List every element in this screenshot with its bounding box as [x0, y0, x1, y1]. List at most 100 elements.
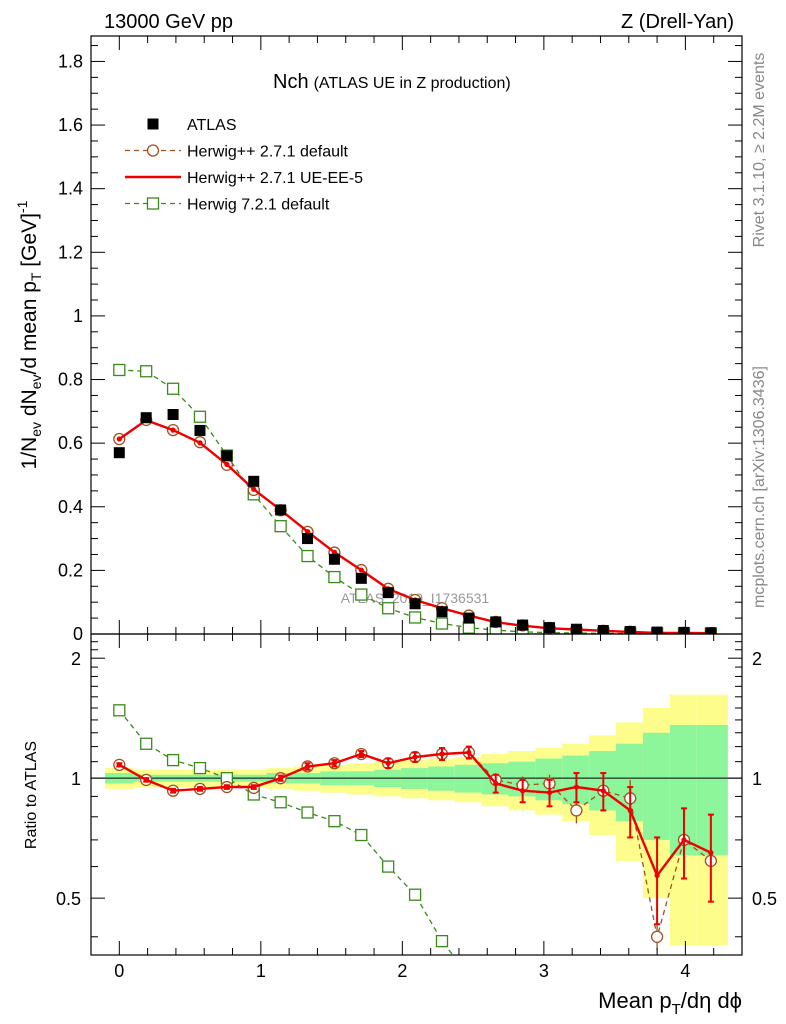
atlas-data-point	[490, 616, 502, 628]
herwig7-point	[435, 617, 449, 630]
process-label: Z (Drell-Yan)	[621, 11, 734, 33]
legend-label: Herwig++ 2.7.1 UE-EE-5	[187, 170, 363, 187]
herwig-ueee5-point	[224, 461, 230, 468]
y-tick-label: 1.6	[58, 115, 83, 135]
legend-entry: Herwig++ 2.7.1 default	[125, 144, 349, 161]
herwig-default-ratio-point	[650, 930, 664, 943]
ratio-panel-frame	[90, 633, 743, 956]
y-tick-label: 1.8	[58, 51, 83, 71]
legend-label: ATLAS	[187, 117, 237, 134]
ratio-y-axis-label: Ratio to ATLAS	[23, 741, 40, 849]
atlas-data-point	[167, 409, 179, 421]
ratio-tick-label-left: 0.5	[56, 889, 81, 909]
atlas-data-point	[463, 612, 475, 624]
herwig7-point	[193, 410, 207, 423]
x-tick-label: 3	[539, 961, 549, 981]
herwig-default-ratio-point	[570, 804, 583, 817]
herwig7-ratio-point	[274, 796, 287, 809]
herwig7-ratio-point	[382, 860, 395, 873]
legend-entry: Herwig 7.2.1 default	[125, 197, 330, 214]
legend-marker-square	[146, 197, 160, 210]
herwig7-ratio-point	[435, 934, 449, 948]
x-tick-label: 1	[256, 961, 266, 981]
atlas-data-point	[436, 606, 448, 618]
plot-title-main: Nch	[273, 71, 309, 93]
plot-title: Nch (ATLAS UE in Z production)	[273, 71, 511, 93]
herwig-ueee5-point	[304, 528, 311, 535]
atlas-data-point	[275, 504, 287, 516]
herwig7-point	[301, 549, 314, 563]
ratio-tick-label-right: 0.5	[752, 889, 777, 909]
herwig-ueee5-ratio-point	[116, 762, 122, 768]
herwig-ueee5-ratio-point	[412, 754, 418, 760]
atlas-data-point	[328, 553, 340, 565]
legend-label: Herwig 7.2.1 default	[187, 197, 330, 214]
herwig-ueee5-ratio-point	[224, 784, 230, 790]
herwig7-ratio-line	[118, 709, 454, 955]
herwig-ueee5-ratio-point	[654, 872, 660, 879]
herwig-ueee5-ratio-point	[385, 760, 391, 766]
x-tick-label: 2	[397, 961, 407, 981]
herwig-ueee5-point	[251, 486, 257, 492]
energy-label: 13000 GeV pp	[104, 11, 233, 33]
herwig-ueee5-ratio-point	[493, 780, 499, 787]
herwig-ueee5-ratio-point	[278, 775, 284, 781]
legend: ATLAS Herwig++ 2.7.1 default Herwig++ 2.7.…	[125, 117, 363, 214]
atlas-data-point	[597, 625, 609, 634]
svg-text:1/Nev dNev/d mean pT [GeV]-1: 1/Nev dNev/d mean pT [GeV]-1	[14, 200, 44, 469]
herwig7-ratio-point	[463, 970, 474, 981]
herwig-ueee5-point	[170, 427, 176, 433]
x-tick-label: 0	[114, 961, 124, 981]
y-tick-label: 0	[73, 624, 83, 644]
herwig-ueee5-ratio-point	[627, 807, 633, 814]
atlas-data-point	[409, 598, 421, 610]
legend-entry: ATLAS	[147, 117, 237, 134]
atlas-data-point	[113, 447, 125, 459]
top-panel-series	[113, 363, 718, 634]
atlas-data-point	[705, 627, 717, 634]
atlas-data-point	[355, 572, 367, 584]
band-inner	[642, 732, 670, 840]
y-tick-label: 1.4	[58, 179, 83, 199]
herwig-ueee5-ratio-point	[170, 788, 176, 794]
herwig-ueee5-ratio-point	[546, 789, 553, 796]
herwig7-point	[382, 602, 395, 615]
herwig-ueee5-ratio-point	[331, 760, 338, 766]
atlas-data-point	[382, 587, 394, 599]
atlas-data-point	[140, 412, 152, 424]
atlas-data-point	[517, 619, 529, 631]
y-tick-label: 0.6	[58, 433, 83, 453]
rivet-label: Rivet 3.1.10, ≥ 2.2M events	[751, 53, 768, 248]
ratio-tick-label-right: 2	[752, 649, 762, 669]
atlas-data-point	[570, 623, 582, 634]
herwig7-point	[355, 588, 368, 601]
band-inner	[696, 724, 728, 856]
herwig7-ratio-point	[166, 753, 180, 767]
herwig-ueee5-point	[331, 549, 338, 555]
herwig7-ratio-point	[193, 761, 207, 775]
atlas-data-point	[624, 625, 636, 634]
x-tick-label: 4	[680, 961, 690, 981]
legend-entry: Herwig++ 2.7.1 UE-EE-5	[125, 170, 363, 187]
y-tick-label: 0.4	[58, 497, 83, 517]
herwig-ueee5-ratio-point	[197, 786, 203, 792]
y-tick-label: 0.2	[58, 560, 83, 580]
herwig7-point	[328, 570, 341, 584]
herwig7-point	[140, 365, 153, 378]
herwig-ueee5-ratio-point	[251, 784, 257, 790]
ratio-panel-series	[113, 704, 718, 981]
herwig7-ratio-point	[113, 704, 126, 717]
ratio-uncertainty-bands	[91, 694, 742, 946]
herwig7-ratio-point	[355, 828, 368, 842]
atlas-data-point	[194, 424, 206, 436]
atlas-data-point	[302, 533, 314, 545]
legend-label: Herwig++ 2.7.1 default	[187, 144, 349, 161]
y-tick-label: 1	[73, 306, 83, 326]
herwig7-point	[462, 621, 476, 634]
atlas-data-point	[678, 626, 690, 634]
top-y-axis-label: 1/Nev dNev/d mean pT [GeV]-1	[14, 200, 44, 469]
legend-marker-atlas	[147, 118, 159, 130]
y-tick-label: 0.8	[58, 370, 83, 390]
herwig-ueee5-ratio-point	[304, 763, 311, 770]
